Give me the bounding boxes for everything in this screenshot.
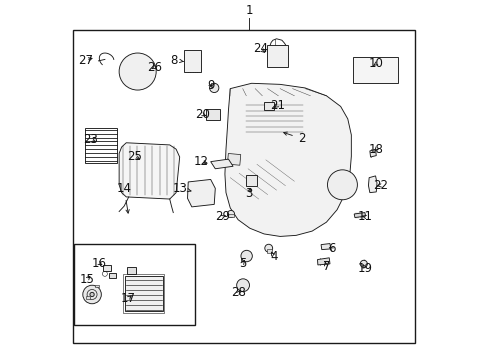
Bar [103,265,111,271]
Text: 15: 15 [80,273,94,286]
Text: 22: 22 [372,179,387,192]
Circle shape [327,170,357,200]
Text: 11: 11 [357,210,372,223]
Text: 14: 14 [116,182,131,213]
Bar [205,109,219,120]
Text: 20: 20 [195,108,209,121]
Text: 2: 2 [283,132,305,145]
Circle shape [241,250,252,262]
Bar [183,50,201,72]
Bar [266,249,271,253]
Bar [94,284,99,287]
Text: 27: 27 [79,54,93,67]
Text: 21: 21 [269,99,284,112]
Circle shape [264,244,272,252]
Circle shape [209,83,219,93]
Text: 26: 26 [147,61,162,74]
Bar [74,244,195,325]
Circle shape [360,260,366,267]
Text: 24: 24 [252,42,267,55]
Polygon shape [317,258,329,265]
Text: 6: 6 [327,242,335,255]
Text: 16: 16 [92,257,106,270]
Bar [86,296,90,299]
Bar [227,214,233,217]
Text: 23: 23 [83,133,98,146]
Circle shape [227,211,234,217]
Text: 4: 4 [269,249,277,262]
Polygon shape [187,179,215,207]
Text: 10: 10 [368,57,383,70]
Text: 12: 12 [193,155,208,168]
Bar [73,30,414,343]
Bar [85,128,117,163]
Polygon shape [369,149,375,157]
Bar [109,273,116,278]
Bar [227,153,240,165]
Text: 1: 1 [245,4,252,17]
Polygon shape [321,244,330,249]
Text: 28: 28 [231,286,246,299]
Circle shape [236,279,249,292]
Bar [245,175,256,186]
Text: 18: 18 [368,143,383,156]
Circle shape [82,285,101,304]
Text: 29: 29 [215,210,229,223]
Circle shape [131,65,144,78]
Polygon shape [224,83,350,237]
Bar [125,276,162,311]
Text: 3: 3 [244,187,252,200]
Bar [266,45,287,67]
Bar [353,57,397,83]
Text: 17: 17 [120,292,135,305]
Polygon shape [210,159,233,169]
Polygon shape [367,176,376,193]
Text: 19: 19 [357,262,372,275]
Bar [127,267,136,274]
Circle shape [119,53,156,90]
Circle shape [90,292,94,297]
Bar [356,60,394,81]
Text: 9: 9 [206,78,214,91]
Polygon shape [353,212,365,217]
Bar [207,114,213,118]
Text: 7: 7 [322,260,329,273]
Polygon shape [119,143,179,199]
Text: 5: 5 [239,257,246,270]
Text: 13: 13 [173,182,191,195]
Bar [244,99,305,135]
Text: 8: 8 [170,54,183,67]
Bar [123,274,164,313]
Bar [264,105,269,109]
Text: 25: 25 [126,150,141,163]
Bar [264,102,273,110]
